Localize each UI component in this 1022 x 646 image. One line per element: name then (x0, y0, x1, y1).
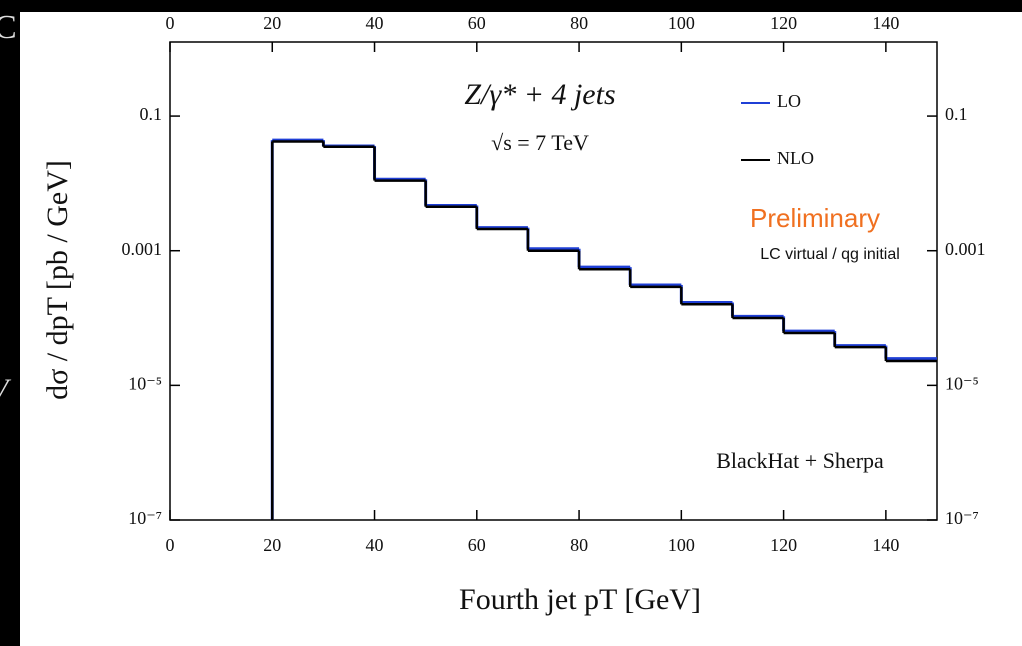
x-tick-label-top: 40 (366, 13, 384, 33)
background-text: C (0, 9, 17, 46)
y-tick-label-right: 10⁻⁷ (945, 508, 979, 528)
x-tick-label: 80 (570, 535, 588, 555)
legend-label: LO (777, 91, 801, 111)
chart-subtitle: √s = 7 TeV (491, 130, 589, 155)
x-axis-label: Fourth jet pT [GeV] (459, 583, 701, 616)
y-tick-label: 0.001 (122, 239, 163, 259)
annotation: LC virtual / qg initial (760, 246, 900, 263)
x-tick-label: 40 (366, 535, 384, 555)
x-tick-label: 140 (872, 535, 899, 555)
x-tick-label-top: 100 (668, 13, 695, 33)
legend-label: NLO (777, 148, 814, 168)
x-tick-label-top: 80 (570, 13, 588, 33)
x-tick-label-top: 60 (468, 13, 486, 33)
x-tick-label-top: 20 (263, 13, 281, 33)
annotation: Preliminary (750, 203, 880, 233)
x-tick-label: 120 (770, 535, 797, 555)
y-axis-label: dσ / dpT [pb / GeV] (41, 160, 74, 400)
y-tick-label-right: 10⁻⁵ (945, 373, 979, 393)
y-tick-label-right: 0.1 (945, 104, 968, 124)
plot-frame (169, 41, 938, 521)
y-tick-label: 0.1 (140, 104, 163, 124)
annotation: BlackHat + Sherpa (716, 448, 884, 473)
x-tick-label-top: 120 (770, 13, 797, 33)
x-tick-label: 20 (263, 535, 281, 555)
x-tick-label-top: 140 (872, 13, 899, 33)
y-tick-label-right: 0.001 (945, 239, 986, 259)
x-tick-label: 60 (468, 535, 486, 555)
y-tick-label: 10⁻⁷ (128, 508, 162, 528)
chart-title: Z/γ* + 4 jets (464, 78, 615, 111)
chart-panel (20, 12, 1022, 646)
x-tick-label: 0 (166, 535, 175, 555)
x-tick-label: 100 (668, 535, 695, 555)
y-tick-label: 10⁻⁵ (128, 373, 162, 393)
x-tick-label-top: 0 (166, 13, 175, 33)
